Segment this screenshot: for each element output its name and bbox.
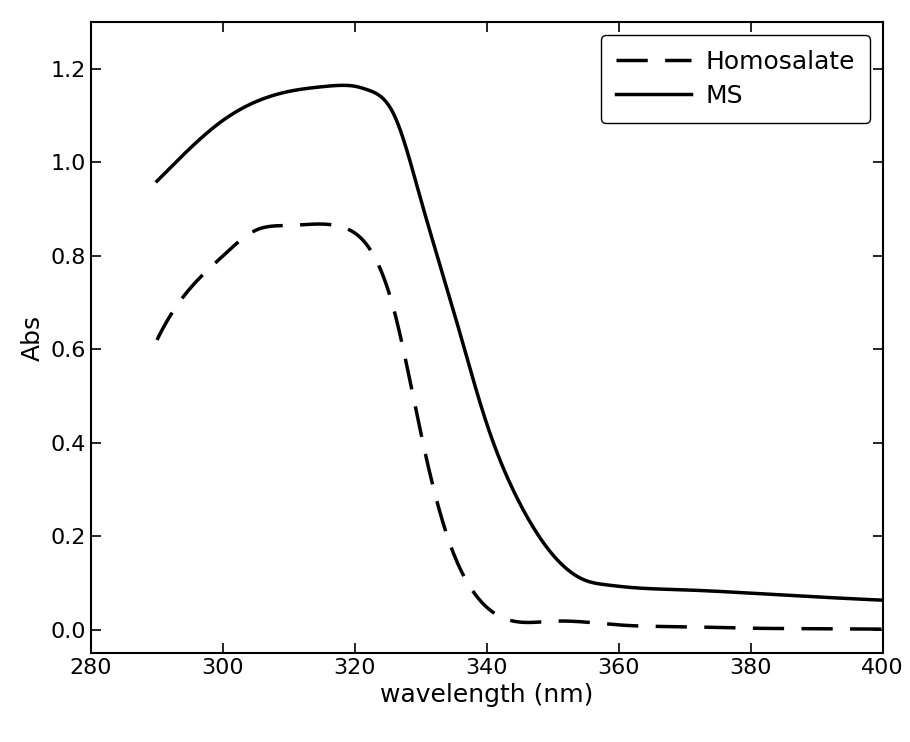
MS — [339, 81, 350, 90]
MS — [151, 177, 162, 186]
Homosalate — [877, 625, 888, 634]
Homosalate — [581, 617, 592, 626]
Homosalate — [280, 221, 291, 230]
X-axis label: wavelength (nm): wavelength (nm) — [380, 683, 593, 707]
Homosalate — [699, 623, 710, 631]
MS — [637, 584, 648, 593]
Homosalate — [314, 220, 325, 229]
MS — [339, 81, 349, 90]
MS — [481, 418, 492, 427]
Line: Homosalate: Homosalate — [157, 224, 883, 629]
Homosalate — [481, 603, 492, 611]
Line: MS: MS — [157, 85, 883, 600]
Homosalate — [151, 335, 162, 344]
Legend: Homosalate, MS: Homosalate, MS — [601, 35, 870, 122]
Homosalate — [637, 622, 648, 631]
MS — [280, 88, 291, 96]
MS — [877, 596, 888, 605]
Y-axis label: Abs: Abs — [21, 315, 46, 361]
Homosalate — [339, 223, 350, 232]
MS — [699, 586, 710, 595]
MS — [581, 576, 592, 585]
